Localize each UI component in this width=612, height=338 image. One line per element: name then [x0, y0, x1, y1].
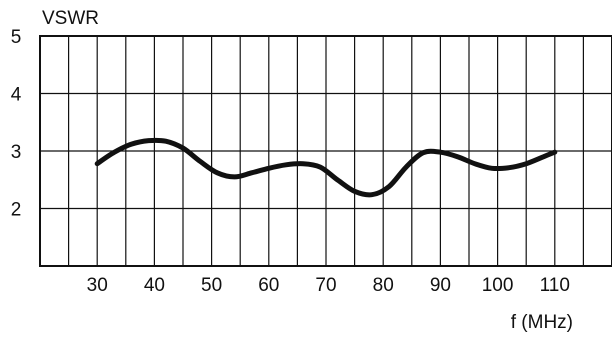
series-line-vswr — [94, 137, 558, 198]
x-tick-label: 60 — [258, 275, 279, 296]
y-tick-label: 5 — [11, 27, 22, 48]
x-tick-label: 80 — [373, 275, 394, 296]
y-tick-label: 4 — [11, 85, 22, 106]
x-axis-label: f (MHz) — [511, 312, 573, 333]
x-tick-label: 40 — [144, 275, 165, 296]
y-tick-label: 3 — [11, 142, 22, 163]
plot-frame — [39, 35, 612, 267]
y-tick-label: 2 — [11, 200, 22, 221]
grid — [40, 36, 612, 266]
x-tick-label: 90 — [430, 275, 451, 296]
x-tick-label: 70 — [315, 275, 336, 296]
y-axis-label: VSWR — [42, 8, 99, 29]
x-tick-label: 50 — [201, 275, 222, 296]
x-tick-label: 30 — [87, 275, 108, 296]
x-tick-label: 110 — [540, 275, 570, 296]
x-tick-label: 100 — [482, 275, 514, 296]
tick-labels: 30 40 50 60 70 80 90 100 110 2 3 4 5 — [11, 27, 570, 296]
